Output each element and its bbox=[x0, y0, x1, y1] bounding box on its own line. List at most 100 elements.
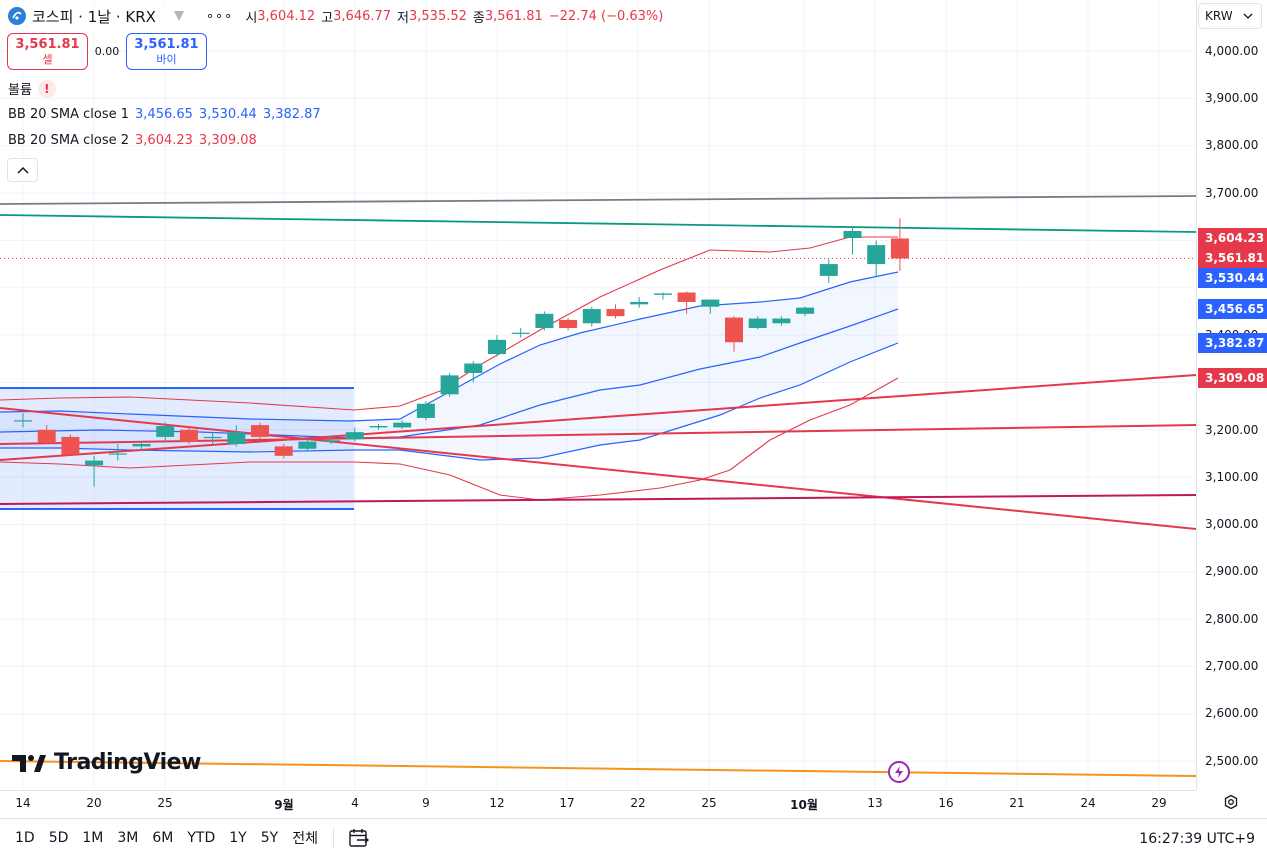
indicator-bb2[interactable]: BB 20 SMA close 2 3,604.23 3,309.08 bbox=[8, 133, 257, 148]
tradingview-logo[interactable]: TradingView bbox=[12, 750, 201, 775]
bb1-basis-value: 3,456.65 bbox=[135, 107, 193, 122]
candle-body bbox=[298, 441, 317, 449]
price-tick: 3,100.00 bbox=[1205, 470, 1259, 484]
price-tag-bb1-lower: 3,382.87 bbox=[1198, 333, 1267, 353]
candle-body bbox=[132, 444, 151, 447]
kospi-logo-icon bbox=[8, 7, 26, 25]
candle-body bbox=[819, 264, 838, 276]
price-axis[interactable]: 4,000.00 3,900.00 3,800.00 3,700.00 3,40… bbox=[1196, 0, 1267, 790]
price-tick: 2,600.00 bbox=[1205, 706, 1259, 720]
range-3m-button[interactable]: 3M bbox=[117, 830, 139, 846]
bb2-name: BB 20 SMA close 2 bbox=[8, 133, 130, 148]
currency-label: KRW bbox=[1205, 9, 1233, 23]
chart-area[interactable] bbox=[0, 0, 1196, 790]
time-tick: 21 bbox=[1009, 796, 1025, 810]
volume-label: 볼륨 bbox=[8, 83, 32, 98]
candle-body bbox=[85, 460, 104, 466]
candle-body bbox=[725, 317, 743, 343]
time-tick: 12 bbox=[489, 796, 505, 810]
indicator-bb1[interactable]: BB 20 SMA close 1 3,456.65 3,530.44 3,38… bbox=[8, 107, 321, 122]
toolbar-divider bbox=[332, 827, 334, 849]
candle-body bbox=[653, 293, 672, 295]
price-tick: 3,800.00 bbox=[1205, 138, 1259, 152]
candle-body bbox=[322, 440, 341, 442]
chevron-up-icon bbox=[16, 166, 29, 174]
time-axis[interactable]: 14 20 25 9월 4 9 12 17 22 25 10월 13 16 21… bbox=[0, 790, 1196, 814]
price-tag-bb1-basis: 3,456.65 bbox=[1198, 299, 1267, 319]
chevron-down-icon bbox=[1243, 13, 1253, 19]
time-tick: 13 bbox=[867, 796, 883, 810]
price-tick: 3,700.00 bbox=[1205, 186, 1259, 200]
buy-label: 바이 bbox=[156, 52, 177, 66]
price-tick: 2,800.00 bbox=[1205, 612, 1259, 626]
candle-body bbox=[61, 436, 80, 455]
range-5y-button[interactable]: 5Y bbox=[260, 830, 279, 846]
candle-body bbox=[890, 238, 909, 259]
bb1-name: BB 20 SMA close 1 bbox=[8, 107, 130, 122]
range-1d-button[interactable]: 1D bbox=[15, 830, 35, 846]
trendline-gray bbox=[0, 195, 1196, 205]
lightning-event-icon[interactable] bbox=[888, 761, 910, 783]
ohlc-close-label: 종 bbox=[472, 10, 485, 26]
bb2-upper-line bbox=[0, 236, 898, 411]
candle-body bbox=[701, 299, 720, 307]
candle-body bbox=[369, 426, 388, 428]
spread-value: 0.00 bbox=[94, 45, 120, 58]
ohlc-low-value: 3,535.52 bbox=[409, 8, 467, 24]
range-6m-button[interactable]: 6M bbox=[152, 830, 174, 846]
buy-button[interactable]: 3,561.81 바이 bbox=[126, 33, 207, 70]
bb1-upper-line bbox=[0, 271, 899, 422]
warning-icon[interactable]: ! bbox=[37, 79, 56, 98]
price-tick: 3,000.00 bbox=[1205, 517, 1259, 531]
time-tick: 20 bbox=[86, 796, 102, 810]
range-5d-button[interactable]: 5D bbox=[48, 830, 69, 846]
chart-overlays bbox=[0, 195, 1196, 777]
price-tag-bb2-lower: 3,309.08 bbox=[1198, 368, 1267, 388]
candle-body bbox=[274, 446, 293, 456]
price-tag-last: 3,561.81 bbox=[1198, 248, 1267, 268]
candle-body bbox=[796, 307, 815, 314]
price-tick: 3,900.00 bbox=[1205, 91, 1259, 105]
ohlc-close-value: 3,561.81 bbox=[484, 8, 543, 24]
price-tick: 4,000.00 bbox=[1205, 44, 1259, 58]
candle-body bbox=[843, 230, 862, 239]
settings-icon[interactable] bbox=[1220, 792, 1242, 812]
chart-grid bbox=[0, 0, 1196, 790]
tradingview-logo-text: TradingView bbox=[54, 750, 201, 775]
candle-body bbox=[227, 432, 246, 445]
candle-body bbox=[251, 425, 269, 437]
calendar-range-icon[interactable] bbox=[342, 828, 376, 848]
price-tag-bb1-upper: 3,530.44 bbox=[1198, 268, 1267, 288]
price-tick: 3,200.00 bbox=[1205, 423, 1259, 437]
candle-body bbox=[582, 309, 601, 324]
bb1-upper-value: 3,530.44 bbox=[198, 107, 257, 122]
bb2-upper-value: 3,604.23 bbox=[135, 133, 193, 148]
price-chart[interactable] bbox=[0, 0, 1196, 790]
collapse-legend-button[interactable] bbox=[7, 158, 38, 182]
bb1-lower-line bbox=[0, 342, 899, 461]
candle-body bbox=[867, 245, 886, 265]
range-1m-button[interactable]: 1M bbox=[82, 830, 104, 846]
more-options-icon[interactable]: ∘∘∘ bbox=[205, 8, 234, 24]
indicator-volume[interactable]: 볼륨 ! bbox=[8, 79, 56, 98]
ohlc-low-label: 저 bbox=[397, 10, 409, 26]
candle-body bbox=[677, 292, 696, 302]
symbol-title[interactable]: 코스피 · 1날 · KRX ∘∘∘ bbox=[4, 3, 238, 29]
tradingview-logo-icon bbox=[12, 754, 46, 772]
sell-price: 3,561.81 bbox=[15, 36, 80, 52]
ohlc-high-label: 고 bbox=[321, 10, 334, 26]
sell-button[interactable]: 3,561.81 셀 bbox=[7, 33, 88, 70]
range-all-button[interactable]: 전체 bbox=[292, 831, 318, 847]
bb1-lower-value: 3,382.87 bbox=[262, 107, 321, 122]
candle-body bbox=[14, 420, 32, 422]
ohlc-change-value: −22.74 (−0.63%) bbox=[548, 8, 664, 24]
bb2-lower-value: 3,309.08 bbox=[198, 133, 257, 148]
range-1y-button[interactable]: 1Y bbox=[229, 830, 247, 846]
currency-select[interactable]: KRW bbox=[1198, 3, 1262, 29]
clock-timezone[interactable]: 16:27:39 UTC+9 bbox=[1139, 831, 1255, 847]
time-tick: 10월 bbox=[790, 798, 818, 812]
hide-eye-icon[interactable] bbox=[172, 9, 186, 23]
range-ytd-button[interactable]: YTD bbox=[187, 830, 216, 846]
ohlc-open-value: 3,604.12 bbox=[257, 8, 316, 24]
candle-body bbox=[345, 432, 364, 440]
